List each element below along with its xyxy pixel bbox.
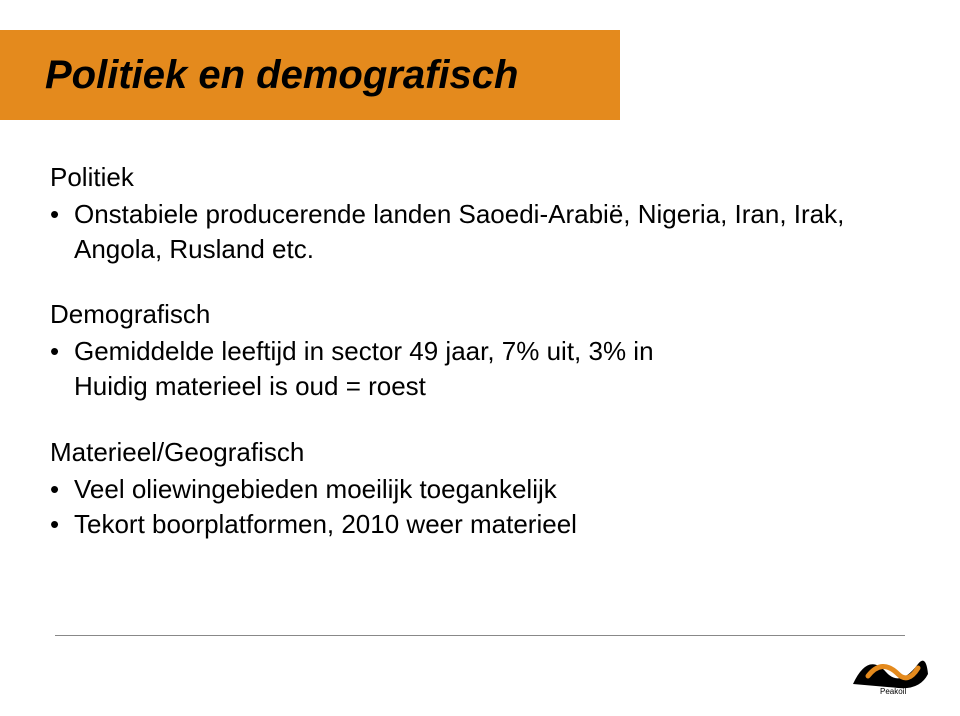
bullet-text: Veel oliewingebieden moeilijk toegankeli… bbox=[74, 472, 910, 507]
bullet-item: • Veel oliewingebieden moeilijk toeganke… bbox=[50, 472, 910, 507]
section-heading: Politiek bbox=[50, 160, 910, 195]
bullet-text: Onstabiele producerende landen Saoedi-Ar… bbox=[74, 197, 910, 267]
bullet-text: Tekort boorplatformen, 2010 weer materie… bbox=[74, 507, 910, 542]
bullet-dot: • bbox=[50, 472, 74, 507]
title-bar: Politiek en demografisch bbox=[0, 30, 620, 120]
bullet-dot: • bbox=[50, 507, 74, 542]
bullet-item: • Onstabiele producerende landen Saoedi-… bbox=[50, 197, 910, 267]
bullet-text: Gemiddelde leeftijd in sector 49 jaar, 7… bbox=[74, 334, 910, 369]
bullet-item: • Gemiddelde leeftijd in sector 49 jaar,… bbox=[50, 334, 910, 369]
section-politiek: Politiek • Onstabiele producerende lande… bbox=[50, 160, 910, 267]
slide-title: Politiek en demografisch bbox=[45, 53, 518, 98]
section-materieel: Materieel/Geografisch • Veel oliewingebi… bbox=[50, 435, 910, 542]
slide-content: Politiek • Onstabiele producerende lande… bbox=[50, 160, 910, 572]
bullet-dot: • bbox=[50, 334, 74, 369]
divider bbox=[55, 635, 905, 636]
bullet-item: • Tekort boorplatformen, 2010 weer mater… bbox=[50, 507, 910, 542]
section-heading: Materieel/Geografisch bbox=[50, 435, 910, 470]
followup-text: Huidig materieel is oud = roest bbox=[74, 369, 910, 404]
section-demografisch: Demografisch • Gemiddelde leeftijd in se… bbox=[50, 297, 910, 404]
peakoil-logo-icon: Peakoil bbox=[848, 644, 932, 698]
section-heading: Demografisch bbox=[50, 297, 910, 332]
bullet-dot: • bbox=[50, 197, 74, 267]
logo-label: Peakoil bbox=[880, 687, 906, 696]
